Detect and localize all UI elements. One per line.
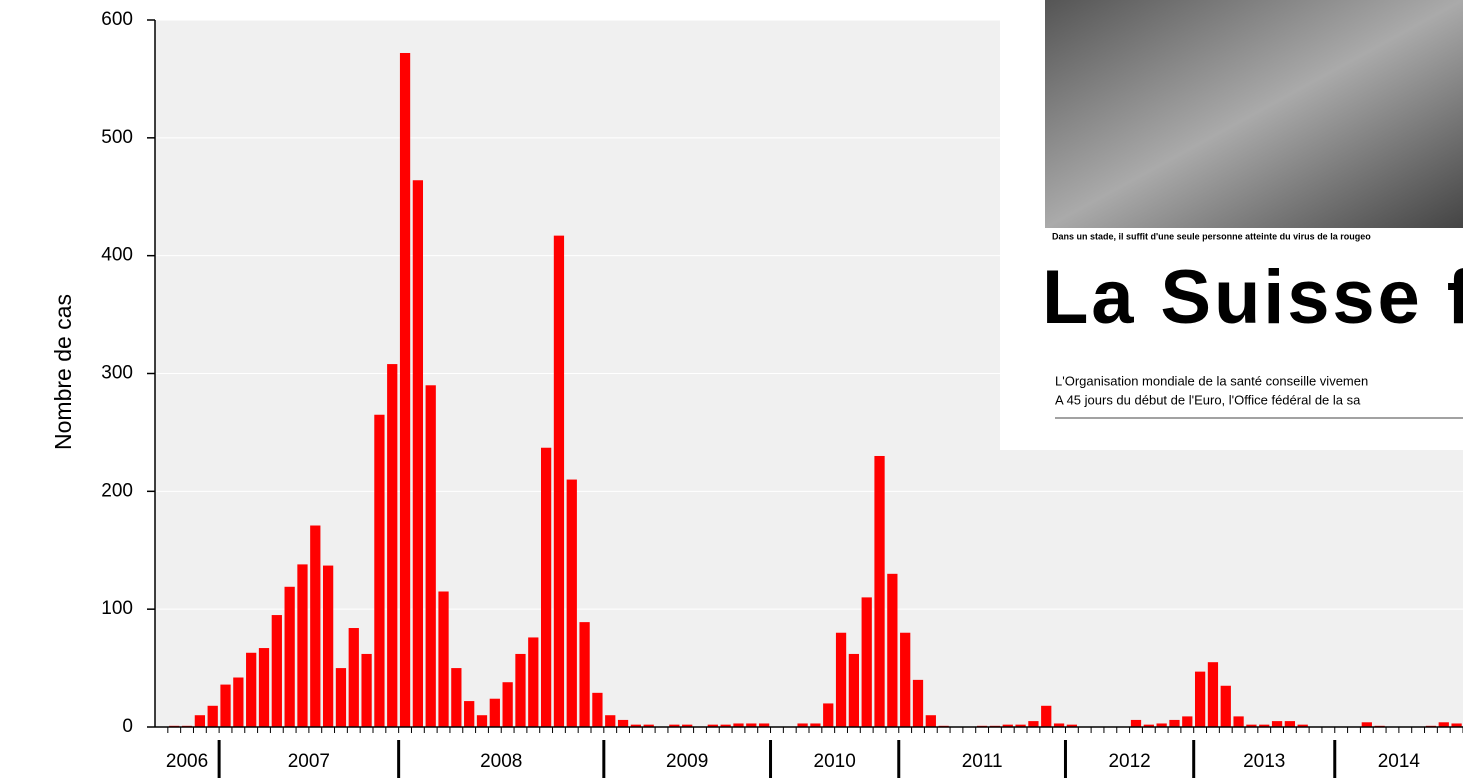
bar — [400, 53, 410, 727]
bar — [1131, 720, 1141, 727]
bar — [554, 236, 564, 727]
x-group-label: 2013 — [1243, 751, 1285, 772]
bar — [874, 456, 884, 727]
inset-line: L'Organisation mondiale de la santé cons… — [1055, 373, 1368, 388]
y-axis-label: Nombre de cas — [50, 294, 76, 450]
bar — [1208, 662, 1218, 727]
bar — [823, 703, 833, 727]
bar — [528, 637, 538, 727]
bar — [272, 615, 282, 727]
x-group-label: 2008 — [480, 751, 522, 772]
bar — [1169, 720, 1179, 727]
bar — [233, 678, 243, 727]
y-tick-label: 100 — [101, 598, 133, 619]
inset-caption: Dans un stade, il suffit d'une seule per… — [1052, 231, 1371, 241]
x-group-label: 2014 — [1378, 751, 1421, 772]
bar — [310, 526, 320, 727]
bar — [438, 591, 448, 727]
bar — [1195, 672, 1205, 727]
bar — [1182, 716, 1192, 727]
newspaper-inset: Dans un stade, il suffit d'une seule per… — [1000, 0, 1463, 450]
bar — [220, 685, 230, 727]
bar — [349, 628, 359, 727]
x-group-label: 2006 — [166, 751, 208, 772]
bar — [297, 564, 307, 727]
bar — [1041, 706, 1051, 727]
bar — [195, 715, 205, 727]
bar — [464, 701, 474, 727]
y-tick-label: 300 — [101, 363, 133, 384]
bar — [259, 648, 269, 727]
y-tick-label: 500 — [101, 127, 133, 148]
x-group-label: 2012 — [1108, 751, 1150, 772]
bar — [336, 668, 346, 727]
bar — [323, 566, 333, 727]
bar — [285, 587, 295, 727]
y-tick-label: 400 — [101, 245, 133, 266]
y-tick-label: 600 — [101, 9, 133, 30]
bar — [926, 715, 936, 727]
bar — [503, 682, 513, 727]
bar — [592, 693, 602, 727]
bar — [374, 415, 384, 727]
y-tick-label: 0 — [122, 716, 133, 737]
bar — [887, 574, 897, 727]
bar — [567, 480, 577, 727]
bar — [1028, 721, 1038, 727]
bar — [862, 597, 872, 727]
x-group-label: 2010 — [814, 751, 856, 772]
bar — [849, 654, 859, 727]
x-group-label: 2007 — [288, 751, 330, 772]
bar — [208, 706, 218, 727]
bar — [387, 364, 397, 727]
inset-headline: La Suisse f — [1042, 255, 1463, 340]
bar — [1221, 686, 1231, 727]
bar — [1233, 716, 1243, 727]
bar — [579, 622, 589, 727]
bar — [246, 653, 256, 727]
bar — [836, 633, 846, 727]
bar — [426, 385, 436, 727]
inset-line: A 45 jours du début de l'Euro, l'Office … — [1055, 392, 1361, 407]
bar — [1272, 721, 1282, 727]
bar — [477, 715, 487, 727]
x-group-label: 2009 — [666, 751, 708, 772]
bar — [900, 633, 910, 727]
x-group-label: 2011 — [962, 751, 1003, 772]
bar — [451, 668, 461, 727]
inset-photo — [1045, 0, 1463, 228]
bar — [913, 680, 923, 727]
bar — [515, 654, 525, 727]
bar — [541, 448, 551, 727]
bar — [1285, 721, 1295, 727]
bar — [605, 715, 615, 727]
bar — [618, 720, 628, 727]
y-tick-label: 200 — [101, 480, 133, 501]
bar — [361, 654, 371, 727]
chart: Nombre de cas 0 100 200 300 400 500 600 2006 200… — [0, 0, 1463, 778]
bar — [490, 699, 500, 727]
bar — [413, 180, 423, 727]
